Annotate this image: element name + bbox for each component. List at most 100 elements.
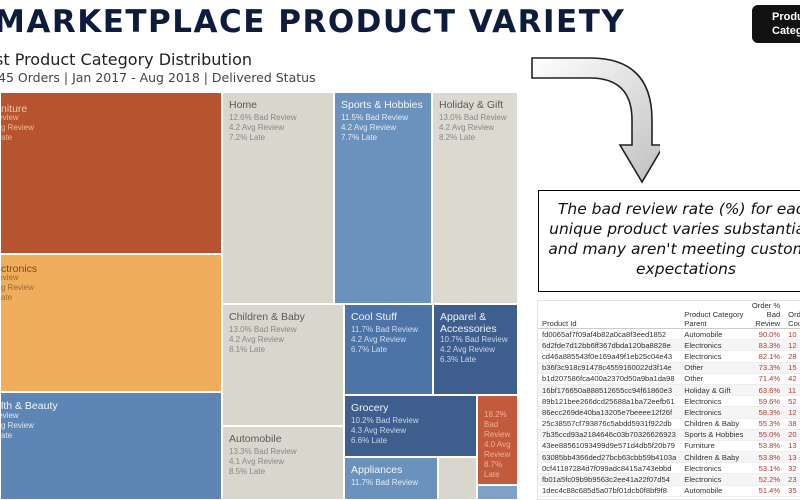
treemap-cell-appliances[interactable]: Appliances 11.7% Bad Review: [344, 457, 438, 500]
cell-bad: 11.7% Bad Review: [351, 478, 418, 487]
table-row[interactable]: 63085bb4366ded27bcb63cbb59b4103a Children…: [538, 451, 800, 464]
cell-order-count: 35: [784, 485, 800, 497]
treemap-cell-automobile[interactable]: Automobile 13.3% Bad Review 4.1 Avg Revi…: [222, 426, 344, 500]
cell-bad: 10.2% Bad Review: [351, 416, 419, 425]
cell-product-id: 16bf176650a888512655cc94f61860e3: [538, 384, 681, 397]
treemap-cell-small-2[interactable]: [477, 485, 518, 500]
table-header-row: Product Id Product Category Parent Order…: [538, 301, 800, 329]
cell-late: 7.2% Late: [229, 133, 266, 142]
table-row[interactable]: fb01a5fc09b9b9563c2ee41a22f07d54 Electron…: [538, 473, 800, 486]
cell-category: Electronics: [680, 350, 748, 363]
treemap-cell-electronics[interactable]: ctronics Bad Review g Review ate: [0, 254, 222, 392]
cell-category: Children & Baby: [680, 451, 748, 464]
treemap-cell-holiday-gift[interactable]: Holiday & Gift 13.0% Bad Review 4.2 Avg …: [432, 92, 518, 304]
cell-late: 6.7% Late: [351, 345, 388, 354]
cell-bad: 11.7% Bad Review: [351, 325, 418, 334]
cell-bad-review-pct: 83.3%: [747, 339, 785, 352]
table-row[interactable]: 7b35ccd93a2184646c03b70326626923 Sports &…: [538, 429, 800, 441]
cell-product-id: fd0065af7f09af4b82a0ca8f3eed1852: [538, 328, 681, 341]
table-row[interactable]: cd46a885543f0e169a49f1eb25c04e43 Electron…: [538, 350, 800, 363]
cell-name: Home: [229, 99, 258, 111]
cell-order-count: 12: [784, 406, 800, 419]
table-row[interactable]: 0cf41187284d7f099adc8415a743ebbd Electron…: [538, 462, 800, 475]
treemap-cell-cool-stuff[interactable]: Cool Stuff 11.7% Bad Review 4.2 Avg Revi…: [344, 304, 433, 395]
cell-product-id: b1d207586fca400a2370d50a9ba1da98: [538, 373, 681, 385]
table-row[interactable]: 25c38557cf793876c5abdd5931f922db Children…: [538, 418, 800, 430]
product-table: Product Id Product Category Parent Order…: [537, 300, 800, 500]
cell-order-count: 20: [784, 429, 800, 441]
cell-late: 6.3% Late: [440, 355, 477, 364]
col-product-id[interactable]: Product Id: [538, 301, 681, 329]
cell-avg: 4.3 Avg Review: [351, 426, 406, 435]
cell-avg: g Review: [1, 283, 34, 292]
cell-category: Holiday & Gift: [680, 384, 748, 397]
cell-bad: 13.0% Bad Review: [439, 113, 507, 122]
cell-order-count: 52: [784, 395, 800, 408]
cell-name: Grocery: [351, 402, 389, 414]
cell-product-id: cd46a885543f0e169a49f1eb25c04e43: [538, 350, 681, 363]
cell-bad-review-pct: 52.2%: [747, 473, 785, 486]
cell-name: Children & Baby: [229, 311, 305, 323]
table-row[interactable]: 89b121bee266dcd25688a1ba72eefb61 Electron…: [538, 395, 800, 408]
cell-category: Electronics: [680, 462, 748, 475]
cell-product-id: 63085bb4366ded27bcb63cbb59b4103a: [538, 451, 681, 464]
cell-product-id: fb01a5fc09b9b9563c2ee41a22f07d54: [538, 473, 681, 486]
cell-bad-review-pct: 82.1%: [747, 350, 785, 363]
table-row[interactable]: b1d207586fca400a2370d50a9ba1da98 Other 71.…: [538, 373, 800, 385]
cell-order-count: 28: [784, 350, 800, 363]
cell-avg: 4.0 Avg Review: [484, 440, 511, 459]
cell-category: Electronics: [680, 395, 748, 408]
treemap-cell-furniture[interactable]: niture Bad Review g Review ate: [0, 92, 222, 254]
cell-bad-review-pct: 51.4%: [747, 485, 785, 497]
cell-late: 8.7% Late: [484, 460, 503, 479]
cell-bad-review-pct: 90.0%: [747, 328, 785, 341]
cell-category: Other: [680, 373, 748, 385]
product-category-button[interactable]: Produc Categ: [752, 5, 800, 43]
cell-order-count: 13: [784, 451, 800, 464]
treemap-cell-grocery[interactable]: Grocery 10.2% Bad Review 4.3 Avg Review …: [344, 395, 477, 457]
cell-late: 7.7% Late: [341, 133, 378, 142]
treemap-cell-apparel-accessories[interactable]: Apparel & Accessories 10.7% Bad Review 4…: [433, 304, 518, 395]
cell-name: Automobile: [229, 433, 282, 445]
cell-order-count: 10: [784, 328, 800, 341]
cell-bad: 12.6% Bad Review: [229, 113, 297, 122]
cell-late: ate: [1, 431, 13, 440]
cell-late: 8.5% Late: [229, 467, 266, 476]
cell-avg: 4.1 Avg Review: [229, 457, 284, 466]
table-row[interactable]: b36f3c918c91478c4559160022d3f14e Other 73.…: [538, 362, 800, 374]
cell-name: niture: [1, 103, 28, 115]
cell-bad-review-pct: 53.8%: [747, 440, 785, 453]
cell-late: 8.1% Late: [229, 345, 266, 354]
col-bad-review[interactable]: Order % Bad Review: [747, 301, 785, 329]
table-row[interactable]: 86ecc269de40ba13205e7beeee12f26f Electron…: [538, 406, 800, 419]
cell-bad-review-pct: 55.3%: [747, 418, 785, 430]
cell-bad-review-pct: 53.1%: [747, 462, 785, 475]
cell-product-id: 7b35ccd93a2184646c03b70326626923: [538, 429, 681, 441]
table-row[interactable]: fd0065af7f09af4b82a0ca8f3eed1852 Automobi…: [538, 328, 800, 341]
table-row[interactable]: 1dec4c88c685d5a07bf01dcb0f8bf9f8 Automobi…: [538, 485, 800, 497]
treemap-cell-small-1[interactable]: [438, 457, 477, 500]
treemap-cell-home[interactable]: Home 12.6% Bad Review 4.2 Avg Review 7.2…: [222, 92, 334, 304]
cell-order-count: 42: [784, 373, 800, 385]
table-row[interactable]: 16bf176650a888512655cc94f61860e3 Holiday …: [538, 384, 800, 397]
cell-bad-review-pct: 53.8%: [747, 451, 785, 464]
cell-order-count: 32: [784, 462, 800, 475]
col-order-count[interactable]: Order Cou: [784, 301, 800, 329]
col-category-parent[interactable]: Product Category Parent: [680, 301, 748, 329]
cell-order-count: 15: [784, 362, 800, 374]
cell-category: Sports & Hobbies: [680, 429, 748, 441]
treemap-cell-health-beauty[interactable]: lth & Beauty Bad Review g Review ate: [0, 392, 222, 500]
treemap-cell-sports-hobbies[interactable]: Sports & Hobbies 11.5% Bad Review 4.2 Av…: [334, 92, 432, 304]
cell-late: ate: [1, 293, 13, 302]
treemap-cell-children-baby[interactable]: Children & Baby 13.0% Bad Review 4.2 Avg…: [222, 304, 344, 426]
table-row[interactable]: 43ee88561093499d9e571d4db5f20b79 Furnitur…: [538, 440, 800, 453]
badge-line-1: Produc: [772, 11, 800, 23]
cell-bad: Bad Review: [1, 411, 19, 420]
cell-name: ctronics: [1, 263, 38, 275]
cell-order-count: 12: [784, 339, 800, 352]
cell-late: 6.6% Late: [351, 436, 388, 445]
table-row[interactable]: 6d2fde7d12bb6ff367dbda120ba8828e Electron…: [538, 339, 800, 352]
treemap-cell-other-red[interactable]: 18.2% Bad Review 4.0 Avg Review 8.7% Lat…: [477, 395, 518, 485]
cell-category: Electronics: [680, 406, 748, 419]
cell-bad-review-pct: 63.6%: [747, 384, 785, 397]
